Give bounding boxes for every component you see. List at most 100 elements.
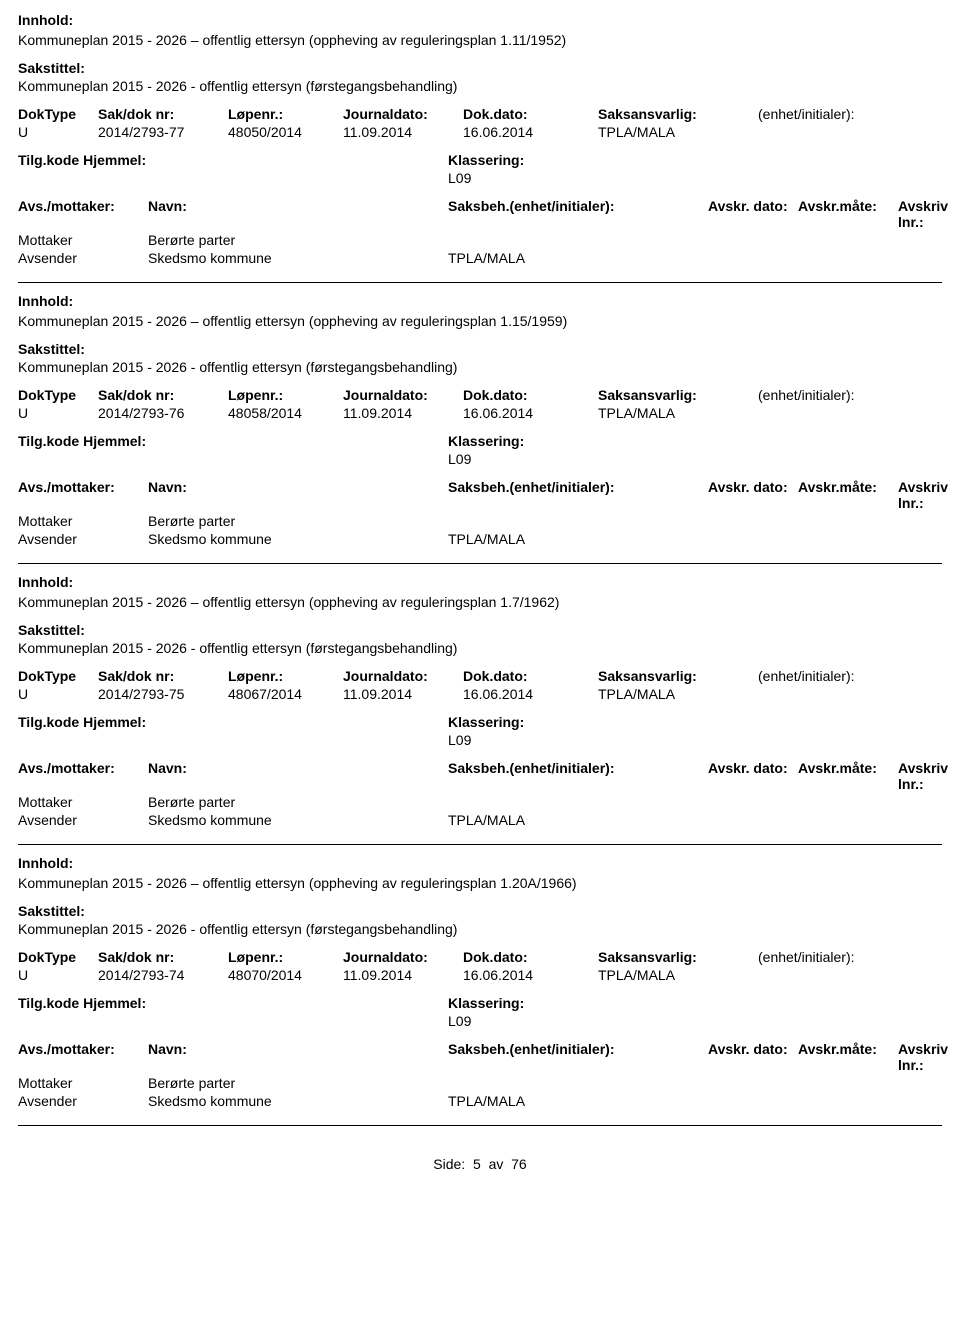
avskrivlnr-label: Avskriv lnr.:	[898, 1041, 948, 1073]
innhold-label: Innhold:	[18, 293, 942, 309]
sakstittel-label: Sakstittel:	[18, 341, 942, 357]
dokdato-value: 16.06.2014	[463, 124, 598, 140]
avskrmate-label: Avskr.måte:	[798, 198, 898, 230]
avsender-row: Avsender Skedsmo kommune TPLA/MALA	[18, 1093, 942, 1109]
avsender-navn: Skedsmo kommune	[148, 531, 448, 547]
hjemmel-value-row: L09	[18, 170, 942, 186]
tilgkode-hjemmel-value	[18, 170, 448, 186]
meta-header-row: DokType Sak/dok nr: Løpenr.: Journaldato…	[18, 387, 942, 403]
meta-header-row: DokType Sak/dok nr: Løpenr.: Journaldato…	[18, 668, 942, 684]
doktype-value: U	[18, 405, 98, 421]
saksansvarlig-label: Saksansvarlig:	[598, 387, 758, 403]
journaldato-label: Journaldato:	[343, 668, 463, 684]
tilgkode-hjemmel-label: Tilg.kode Hjemmel:	[18, 433, 448, 449]
doktype-label: DokType	[18, 668, 98, 684]
sakdok-value: 2014/2793-77	[98, 124, 228, 140]
mottaker-enhet	[448, 794, 942, 810]
avskrmate-label: Avskr.måte:	[798, 479, 898, 511]
enhet-label: (enhet/initialer):	[758, 106, 942, 122]
avsender-label: Avsender	[18, 250, 148, 266]
avsmottaker-label: Avs./mottaker:	[18, 760, 148, 792]
pager: Side: 5 av 76	[18, 1156, 942, 1172]
journaldato-label: Journaldato:	[343, 106, 463, 122]
lopenr-value: 48058/2014	[228, 405, 343, 421]
sakstittel-label: Sakstittel:	[18, 622, 942, 638]
avsender-enhet: TPLA/MALA	[448, 812, 942, 828]
mottaker-navn: Berørte parter	[148, 794, 448, 810]
meta-value-row: U 2014/2793-75 48067/2014 11.09.2014 16.…	[18, 686, 942, 702]
hjemmel-value-row: L09	[18, 732, 942, 748]
journaldato-value: 11.09.2014	[343, 405, 463, 421]
sakstittel-text: Kommuneplan 2015 - 2026 - offentlig ette…	[18, 921, 942, 937]
avskrivlnr-label: Avskriv lnr.:	[898, 479, 948, 511]
avskrivlnr-label: Avskriv lnr.:	[898, 760, 948, 792]
tilgkode-hjemmel-value	[18, 732, 448, 748]
avsmottaker-label: Avs./mottaker:	[18, 198, 148, 230]
enhet-value	[758, 124, 942, 140]
klassering-value: L09	[448, 1013, 942, 1029]
lopenr-label: Løpenr.:	[228, 387, 343, 403]
sakdok-value: 2014/2793-75	[98, 686, 228, 702]
avsender-enhet: TPLA/MALA	[448, 250, 942, 266]
innhold-label: Innhold:	[18, 574, 942, 590]
journaldato-value: 11.09.2014	[343, 124, 463, 140]
saksansvarlig-label: Saksansvarlig:	[598, 949, 758, 965]
avsender-navn: Skedsmo kommune	[148, 250, 448, 266]
mottaker-enhet	[448, 232, 942, 248]
party-header-row: Avs./mottaker: Navn: Saksbeh.(enhet/init…	[18, 479, 942, 511]
party-header-row: Avs./mottaker: Navn: Saksbeh.(enhet/init…	[18, 760, 942, 792]
mottaker-row: Mottaker Berørte parter	[18, 1075, 942, 1091]
avskrdato-label: Avskr. dato:	[708, 198, 798, 230]
navn-label: Navn:	[148, 479, 448, 511]
avskrdato-label: Avskr. dato:	[708, 479, 798, 511]
avskrdato-label: Avskr. dato:	[708, 760, 798, 792]
journal-entry: Innhold: Kommuneplan 2015 - 2026 – offen…	[18, 574, 942, 845]
dokdato-value: 16.06.2014	[463, 405, 598, 421]
mottaker-navn: Berørte parter	[148, 513, 448, 529]
journaldato-label: Journaldato:	[343, 949, 463, 965]
hjemmel-header-row: Tilg.kode Hjemmel: Klassering:	[18, 433, 942, 449]
mottaker-row: Mottaker Berørte parter	[18, 794, 942, 810]
tilgkode-hjemmel-value	[18, 1013, 448, 1029]
sakdok-label: Sak/dok nr:	[98, 949, 228, 965]
journaldato-value: 11.09.2014	[343, 686, 463, 702]
saksansvarlig-value: TPLA/MALA	[598, 967, 758, 983]
navn-label: Navn:	[148, 760, 448, 792]
avskrivlnr-label: Avskriv lnr.:	[898, 198, 948, 230]
avsender-enhet: TPLA/MALA	[448, 531, 942, 547]
navn-label: Navn:	[148, 198, 448, 230]
hjemmel-value-row: L09	[18, 451, 942, 467]
doktype-label: DokType	[18, 106, 98, 122]
sakdok-label: Sak/dok nr:	[98, 106, 228, 122]
klassering-label: Klassering:	[448, 714, 942, 730]
dokdato-label: Dok.dato:	[463, 949, 598, 965]
pager-prefix: Side:	[433, 1156, 465, 1172]
avsender-row: Avsender Skedsmo kommune TPLA/MALA	[18, 250, 942, 266]
dokdato-label: Dok.dato:	[463, 387, 598, 403]
sakstittel-text: Kommuneplan 2015 - 2026 - offentlig ette…	[18, 78, 942, 94]
dokdato-label: Dok.dato:	[463, 668, 598, 684]
sakstittel-label: Sakstittel:	[18, 903, 942, 919]
hjemmel-header-row: Tilg.kode Hjemmel: Klassering:	[18, 714, 942, 730]
tilgkode-hjemmel-value	[18, 451, 448, 467]
innhold-text: Kommuneplan 2015 - 2026 – offentlig ette…	[18, 875, 942, 891]
enhet-label: (enhet/initialer):	[758, 387, 942, 403]
avsender-navn: Skedsmo kommune	[148, 1093, 448, 1109]
sakstittel-label: Sakstittel:	[18, 60, 942, 76]
klassering-label: Klassering:	[448, 433, 942, 449]
pager-total: 76	[511, 1156, 527, 1172]
lopenr-label: Løpenr.:	[228, 668, 343, 684]
saksansvarlig-value: TPLA/MALA	[598, 686, 758, 702]
party-header-row: Avs./mottaker: Navn: Saksbeh.(enhet/init…	[18, 198, 942, 230]
mottaker-enhet	[448, 1075, 942, 1091]
doktype-value: U	[18, 124, 98, 140]
avskrmate-label: Avskr.måte:	[798, 760, 898, 792]
avsender-row: Avsender Skedsmo kommune TPLA/MALA	[18, 531, 942, 547]
navn-label: Navn:	[148, 1041, 448, 1073]
journal-entry: Innhold: Kommuneplan 2015 - 2026 – offen…	[18, 293, 942, 564]
mottaker-label: Mottaker	[18, 232, 148, 248]
klassering-value: L09	[448, 170, 942, 186]
hjemmel-value-row: L09	[18, 1013, 942, 1029]
mottaker-row: Mottaker Berørte parter	[18, 232, 942, 248]
dokdato-label: Dok.dato:	[463, 106, 598, 122]
